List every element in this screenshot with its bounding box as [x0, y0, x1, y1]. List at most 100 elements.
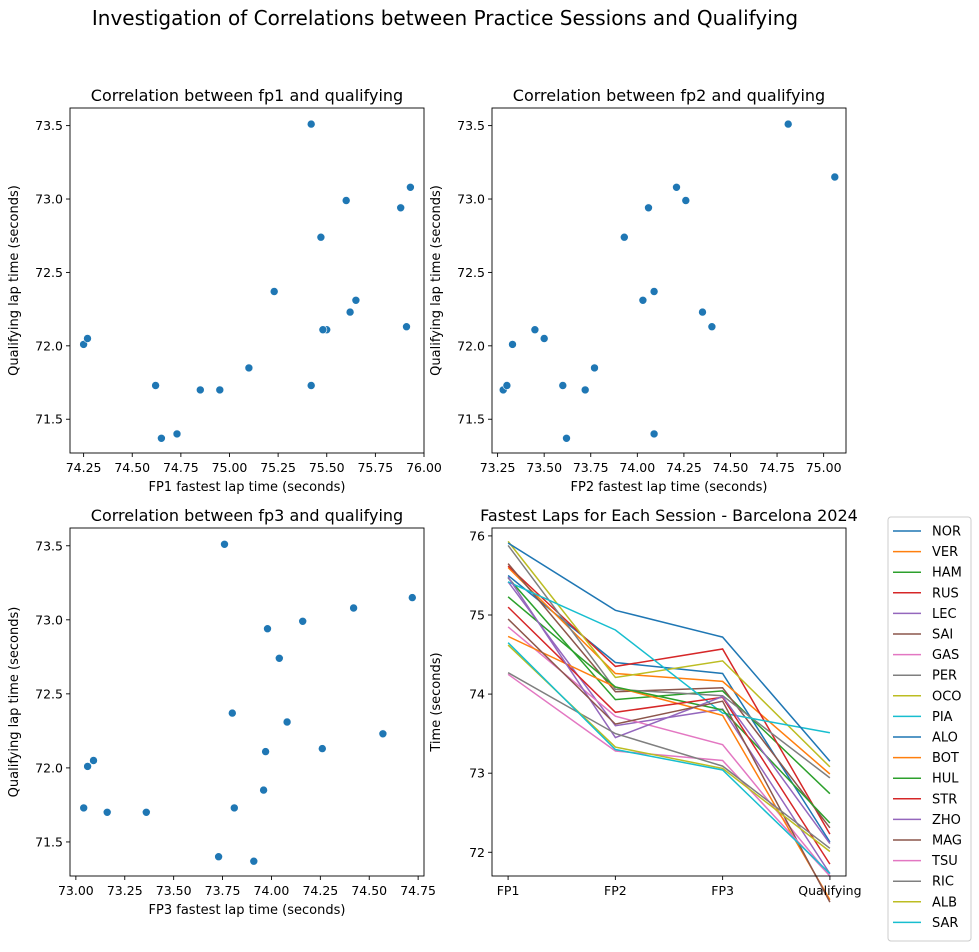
series-line-lec — [507, 581, 831, 875]
scatter-point — [783, 119, 793, 129]
scatter-point — [341, 196, 351, 205]
x-tick-label: 74.25 — [302, 883, 338, 898]
scatter-point — [79, 340, 88, 349]
series-line-zho — [507, 576, 831, 845]
scatter-point — [220, 539, 229, 549]
legend-label-tsu: TSU — [931, 854, 958, 869]
subplot-4: Fastest Laps for Each Session - Barcelon… — [429, 506, 862, 903]
x-tick-label: 75.00 — [806, 460, 842, 475]
legend-label-zho: ZHO — [932, 813, 961, 828]
x-tick-label: 73.50 — [156, 883, 192, 898]
x-tick-label: 75.75 — [357, 460, 393, 475]
scatter-point — [259, 785, 268, 795]
series-line-hul — [507, 596, 831, 824]
legend-label-mag: MAG — [932, 834, 962, 849]
scatter-point — [249, 856, 259, 866]
legend-label-alb: ALB — [932, 895, 957, 910]
scatter-point — [89, 756, 98, 765]
x-tick-label: FP2 — [604, 883, 627, 898]
scatter-point — [672, 183, 681, 192]
legend-label-sai: SAI — [932, 628, 953, 643]
x-axis-label: FP3 fastest lap time (seconds) — [149, 903, 346, 918]
x-tick-label: FP1 — [497, 883, 520, 898]
x-tick-label: Qualifying — [798, 883, 861, 898]
x-axis-label: FP2 fastest lap time (seconds) — [571, 480, 768, 495]
legend-box — [887, 516, 972, 942]
x-tick-label: 74.50 — [114, 460, 150, 475]
scatter-point — [530, 325, 540, 335]
y-tick-label: 72.0 — [457, 338, 485, 353]
subplot-2: Correlation between fp2 and qualifying 71… — [429, 86, 847, 495]
y-axis-label: Time (seconds) — [429, 652, 444, 752]
x-tick-label: 73.25 — [107, 883, 143, 898]
axes-frame — [69, 107, 425, 454]
scatter-point — [345, 307, 355, 317]
scatter-point — [318, 325, 328, 335]
y-tick-label: 72 — [469, 845, 485, 860]
legend-label-ver: VER — [932, 545, 958, 560]
y-tick-label: 72.0 — [35, 760, 63, 775]
axes-frame — [491, 107, 847, 454]
y-tick-label: 73.5 — [35, 118, 63, 133]
x-tick-label: FP3 — [711, 883, 734, 898]
scatter-point — [649, 429, 659, 439]
scatter-point — [698, 307, 707, 317]
scatter-point — [558, 381, 568, 390]
scatter-point — [407, 593, 417, 602]
scatter-point — [649, 287, 659, 296]
scatter-point — [349, 603, 358, 613]
scatter-point — [590, 363, 599, 373]
scatter-point — [638, 295, 648, 305]
series-line-tsu — [507, 673, 831, 877]
y-tick-label: 71.5 — [35, 834, 63, 849]
y-tick-label: 73.0 — [35, 612, 63, 627]
y-tick-label: 72.5 — [35, 265, 63, 280]
x-tick-label: 75.25 — [260, 460, 296, 475]
scatter-point — [172, 429, 182, 439]
y-tick-label: 73 — [469, 766, 485, 781]
series-line-oco — [507, 540, 831, 768]
scatter-point — [79, 803, 88, 813]
scatter-point — [298, 616, 308, 626]
scatter-point — [351, 295, 361, 305]
y-tick-label: 75 — [469, 608, 485, 623]
legend-label-gas: GAS — [932, 648, 959, 663]
scatter-point — [562, 433, 571, 443]
series-line-bot — [507, 635, 831, 901]
x-tick-label: 73.75 — [205, 883, 241, 898]
axes-frame — [69, 527, 425, 877]
series-line-alo — [507, 542, 831, 762]
scatter-point — [539, 334, 549, 343]
scatter-point — [157, 433, 166, 443]
x-tick-label: 73.50 — [526, 460, 562, 475]
legend-label-str: STR — [932, 792, 957, 807]
scatter-point — [317, 744, 327, 753]
scatter-point — [396, 203, 406, 213]
legend-label-pia: PIA — [932, 710, 953, 725]
scatter-point — [502, 381, 512, 390]
scatter-point — [214, 852, 223, 862]
x-tick-label: 74.25 — [666, 460, 702, 475]
series-line-per — [507, 544, 831, 779]
scatter-point — [306, 381, 316, 390]
scatter-point — [402, 322, 411, 332]
legend-label-oco: OCO — [932, 689, 962, 704]
scatter-point — [261, 747, 270, 756]
y-tick-label: 72.0 — [35, 338, 63, 353]
series-line-ric — [507, 672, 831, 849]
subplot-title: Fastest Laps for Each Session - Barcelon… — [480, 506, 858, 525]
x-tick-label: 74.75 — [163, 460, 199, 475]
subplot-title: Correlation between fp2 and qualifying — [513, 86, 825, 105]
scatter-point — [681, 196, 691, 205]
scatter-point — [830, 172, 840, 182]
y-axis-label: Qualifying lap time (seconds) — [429, 185, 444, 376]
legend-label-rus: RUS — [932, 586, 959, 601]
y-axis-label: Qualifying lap time (seconds) — [7, 185, 22, 376]
legend-label-nor: NOR — [932, 525, 961, 540]
legend-label-ric: RIC — [932, 875, 954, 890]
x-tick-label: 73.00 — [58, 883, 94, 898]
x-tick-label: 73.25 — [480, 460, 516, 475]
legend-label-sar: SAR — [932, 916, 958, 931]
scatter-point — [142, 807, 151, 817]
series-line-mag — [507, 618, 831, 903]
